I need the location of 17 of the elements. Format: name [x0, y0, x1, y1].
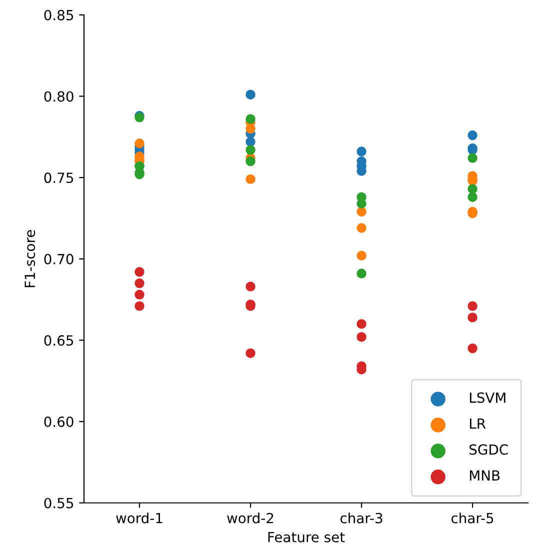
- legend-label: LSVM: [470, 392, 506, 403]
- x-tick-label: char-5: [451, 512, 494, 524]
- y-tick-label: 0.75: [44, 172, 74, 184]
- x-axis-title: Feature set: [268, 532, 345, 542]
- y-tick-label: 0.85: [44, 10, 74, 20]
- x-tick-label: char-3: [340, 512, 382, 524]
- legend-label: SGDC: [470, 444, 508, 455]
- x-tick-label: word-1: [116, 512, 162, 524]
- y-tick-label: 0.60: [44, 416, 74, 428]
- y-axis-title: F1-score: [24, 230, 36, 288]
- y-tick-label: 0.65: [44, 335, 74, 346]
- legend-label: MNB: [470, 470, 500, 481]
- y-tick-label: 0.55: [44, 498, 74, 508]
- legend-label: LR: [470, 418, 486, 429]
- x-tick-label: word-2: [227, 512, 274, 524]
- y-tick-label: 0.70: [44, 254, 74, 264]
- y-tick-label: 0.80: [44, 91, 74, 102]
